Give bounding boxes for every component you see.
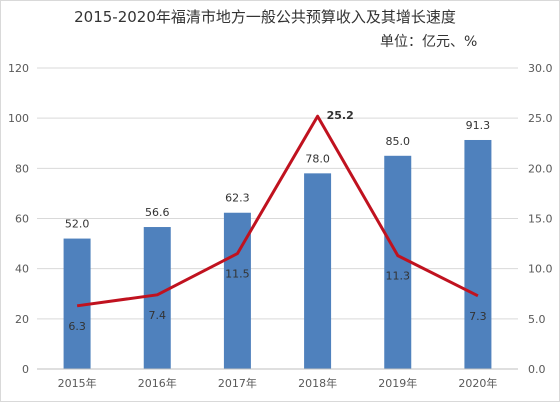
line-value-label: 25.2 <box>327 109 354 122</box>
x-tick-label: 2015年 <box>58 376 97 390</box>
line-value-label: 7.4 <box>149 309 167 322</box>
bar-value-label: 85.0 <box>386 135 411 148</box>
axes: 0 20 40 60 80 100 120 0.0 5.0 10.0 15.0 20.0 25.0 30.… <box>8 62 553 390</box>
y-right-tick-label: 0.0 <box>528 363 546 376</box>
bar-series <box>63 139 492 369</box>
y-right-tick-label: 25.0 <box>528 112 553 125</box>
x-tick-label: 2018年 <box>298 376 337 390</box>
chart-title: 2015-2020年福清市地方一般公共预算收入及其增长速度 <box>74 8 456 26</box>
y-right-tick-label: 20.0 <box>528 162 553 175</box>
bar-value-label: 56.6 <box>145 206 170 219</box>
y-right-tick-label: 10.0 <box>528 263 553 276</box>
chart-subtitle: 单位：亿元、% <box>380 34 477 50</box>
y-right-tick-label: 5.0 <box>528 313 546 326</box>
gridlines <box>37 67 518 320</box>
bar <box>384 155 412 369</box>
y-left-tick-label: 40 <box>15 263 29 276</box>
y-left-tick-label: 120 <box>8 62 29 75</box>
bar-value-label: 62.3 <box>225 192 250 205</box>
bar-value-label: 52.0 <box>65 218 90 231</box>
line-value-label: 11.3 <box>386 270 411 283</box>
x-tick-label: 2019年 <box>378 376 417 390</box>
growth-rate-line <box>76 114 479 308</box>
bar <box>304 173 332 369</box>
x-tick-label: 2016年 <box>138 376 177 390</box>
data-labels: 52.0 56.6 62.3 78.0 85.0 91.3 6.3 7.4 11.5 25.2 11… <box>65 109 490 333</box>
bar <box>143 227 171 369</box>
y-left-tick-label: 20 <box>15 313 29 326</box>
bar-value-label: 78.0 <box>305 152 330 165</box>
line-value-label: 7.3 <box>469 310 487 323</box>
y-right-tick-label: 30.0 <box>528 62 553 75</box>
x-tick-label: 2020年 <box>458 376 497 390</box>
y-right-tick-label: 15.0 <box>528 213 553 226</box>
bar <box>464 139 492 369</box>
y-left-tick-label: 100 <box>8 112 29 125</box>
line-series <box>76 114 479 308</box>
line-value-label: 6.3 <box>68 320 86 333</box>
line-value-label: 11.5 <box>225 268 250 281</box>
x-tick-label: 2017年 <box>218 376 257 390</box>
bar-value-label: 91.3 <box>466 119 491 132</box>
y-left-tick-label: 80 <box>15 162 29 175</box>
y-left-tick-label: 0 <box>22 363 29 376</box>
y-left-tick-label: 60 <box>15 213 29 226</box>
